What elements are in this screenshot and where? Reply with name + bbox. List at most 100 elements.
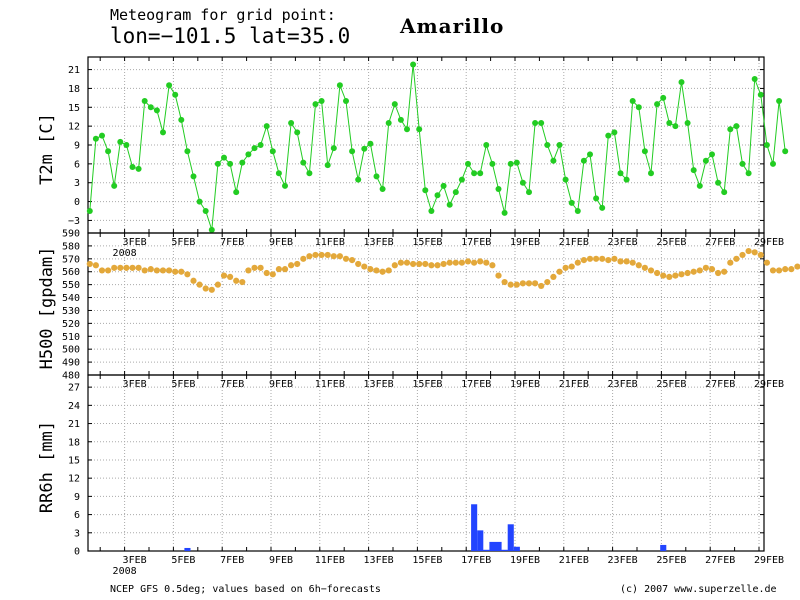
t2m-point [233,189,240,196]
panel-frame [87,232,765,376]
h500-point [647,267,655,274]
x-tick-label: 7FEB [220,555,244,566]
t2m-point [153,107,160,114]
y-tick-label: 0 [74,547,80,558]
t2m-point [166,82,173,89]
t2m-point [269,148,276,155]
t2m-point [635,104,642,111]
y-tick-label: 15 [68,103,80,114]
h500-point [550,273,557,280]
h500-point [568,263,575,270]
h500-point [617,258,624,265]
x-tick-label: 11FEB [315,555,345,566]
t2m-point [739,160,746,167]
x-tick-label: 17FEB [461,379,491,390]
t2m-point [727,126,734,133]
y-tick-label: 6 [74,510,80,521]
t2m-point [782,148,789,155]
h500-point [92,262,99,269]
t2m-point [513,159,520,166]
h500-point [660,272,667,279]
y-tick-label: 490 [62,358,80,369]
t2m-point [300,159,307,166]
h500-point [641,264,649,271]
h500-point [544,278,551,286]
h500-point [147,266,154,273]
t2m-point [690,167,697,174]
h500-point [269,271,276,278]
x-tick-label: 23FEB [608,237,638,248]
h500-point [355,260,362,268]
t2m-point [440,182,447,189]
t2m-point [245,151,252,158]
h500-point [678,271,685,278]
h500-point [220,272,228,279]
t2m-point [361,145,368,152]
h500-point [330,253,337,260]
h500-point [166,267,173,274]
x-tick-label: 19FEB [510,379,540,390]
x-tick-label: 13FEB [364,555,394,566]
h500-point [111,264,118,271]
h500-point [312,251,319,259]
h500-point [690,268,697,275]
h500-point [593,255,600,262]
h500-point [440,260,447,268]
y-tick-label: 480 [62,371,80,382]
h500-point [300,255,307,262]
h500-point [782,266,789,273]
rr6h-bar [471,504,478,551]
x-tick-label: 25FEB [656,237,686,248]
h500-point [574,259,581,266]
rr6h-bar [495,541,502,551]
rr6h-bar [483,549,490,551]
h500-point [727,259,734,266]
x-tick-label: 29FEB [754,555,784,566]
h500-point [263,269,270,277]
h500-point [245,267,252,274]
h500-point [586,255,594,262]
h500-point [538,282,545,290]
t2m-point [428,208,435,214]
rr6h-bar [501,549,508,551]
t2m-point [92,135,99,142]
t2m-point [556,142,563,148]
h500-point [757,251,764,259]
h500-point [202,285,209,292]
h500-point [233,277,240,284]
h500-point [495,272,502,279]
h500-point [153,267,160,274]
t2m-point [611,129,618,136]
h500-point [428,262,435,269]
x-tick-label: 17FEB [461,237,491,248]
h500-point [410,260,417,268]
t2m-series-line [89,64,786,231]
t2m-point [580,157,587,164]
x-tick-label: 27FEB [705,379,735,390]
h500-point [385,267,392,274]
y-tick-label: 6 [74,159,80,170]
h500-point [239,278,246,286]
rr6h-bar [477,530,484,551]
panel-rr6h: 0 3 6 9 12 15 18 21 24 27 3FEB 5FEB 7FEB 9FEB 11FEB 13F… [37,374,784,577]
x-tick-label: 11FEB [315,237,345,248]
grid-point-coordinates: lon=−101.5 lat=35.0 [110,24,351,48]
t2m-point [184,148,191,155]
h500-point [684,269,691,277]
t2m-point [99,132,105,139]
h500-point [794,263,800,270]
t2m-point [770,160,776,167]
t2m-point [544,142,551,148]
t2m-point [282,182,288,189]
t2m-point [208,226,215,233]
t2m-point [160,129,166,136]
t2m-point [532,120,539,126]
h500-point [733,255,740,262]
t2m-point [410,61,417,68]
t2m-point [458,176,465,183]
y-tick-label: 510 [62,332,80,343]
t2m-point [507,160,514,167]
t2m-point [178,116,185,123]
t2m-point [733,123,740,130]
